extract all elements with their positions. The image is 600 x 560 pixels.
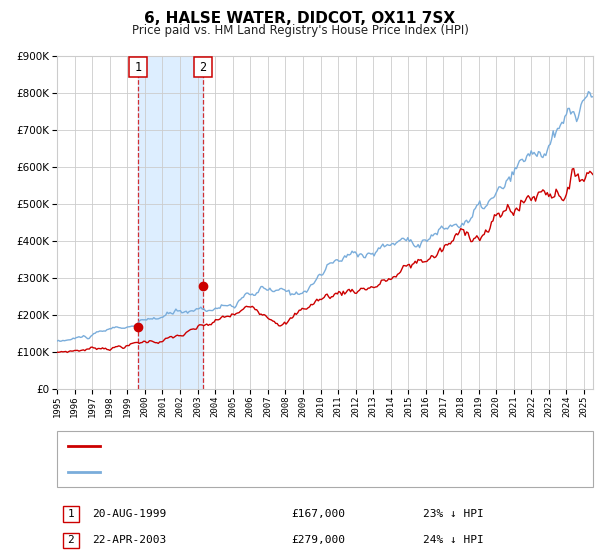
Text: 2: 2 (199, 60, 206, 74)
Text: 20-AUG-1999: 20-AUG-1999 (92, 509, 166, 519)
Text: 22-APR-2003: 22-APR-2003 (92, 535, 166, 545)
Text: 23% ↓ HPI: 23% ↓ HPI (423, 509, 484, 519)
Text: Price paid vs. HM Land Registry's House Price Index (HPI): Price paid vs. HM Land Registry's House … (131, 24, 469, 36)
Text: 24% ↓ HPI: 24% ↓ HPI (423, 535, 484, 545)
Text: £279,000: £279,000 (291, 535, 345, 545)
Text: 2: 2 (67, 535, 74, 545)
Text: 1: 1 (67, 509, 74, 519)
Text: 6, HALSE WATER, DIDCOT, OX11 7SX: 6, HALSE WATER, DIDCOT, OX11 7SX (145, 11, 455, 26)
Text: HPI: Average price, detached house, South Oxfordshire: HPI: Average price, detached house, Sout… (105, 467, 423, 477)
Text: 6, HALSE WATER, DIDCOT, OX11 7SX (detached house): 6, HALSE WATER, DIDCOT, OX11 7SX (detach… (105, 441, 399, 451)
Bar (139, 56, 203, 389)
Text: £167,000: £167,000 (291, 509, 345, 519)
Text: 1: 1 (135, 60, 142, 74)
